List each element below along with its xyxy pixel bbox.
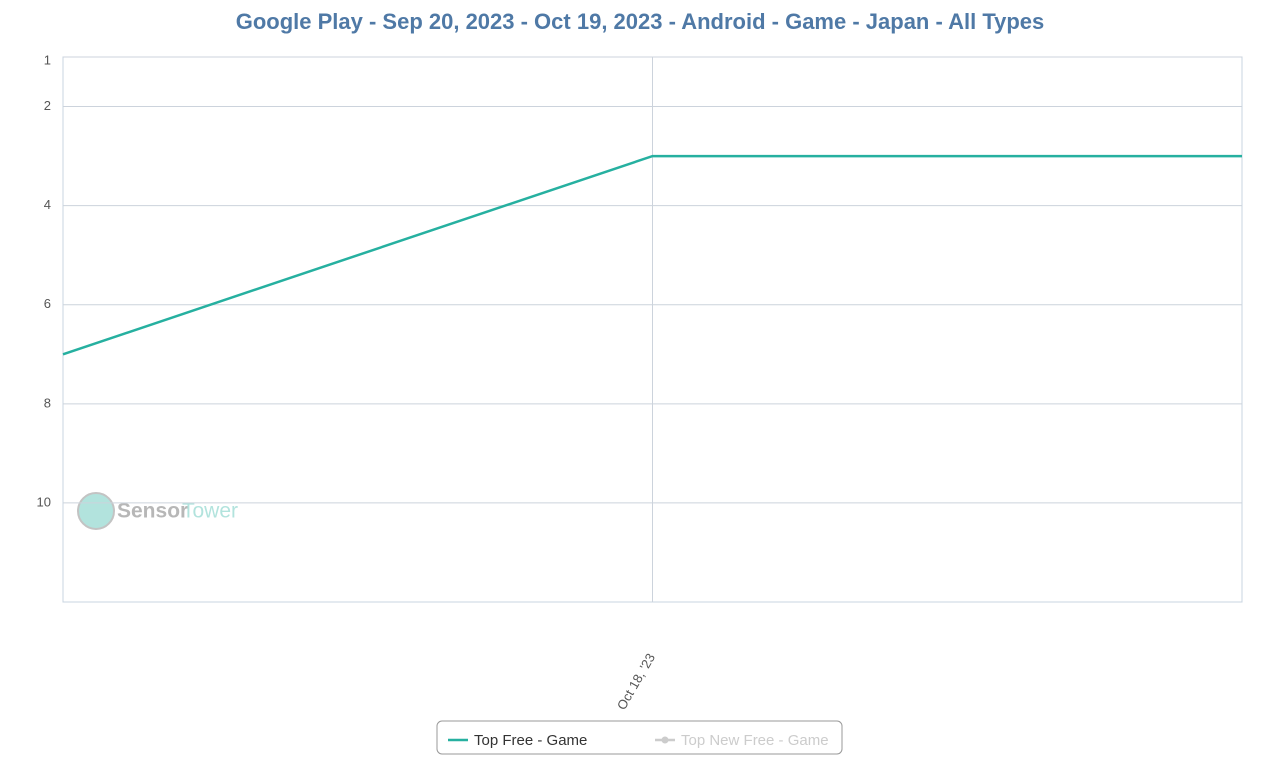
chart-title: Google Play - Sep 20, 2023 - Oct 19, 202… <box>236 9 1045 34</box>
y-tick-label: 4 <box>44 197 51 212</box>
line-series <box>62 154 1242 356</box>
legend-marker <box>661 736 669 744</box>
watermark-logo <box>77 492 115 530</box>
y-tick-label: 1 <box>44 52 51 67</box>
x-tick-label: Oct 18, '23 <box>614 651 658 713</box>
watermark-text: Sensor <box>117 500 188 523</box>
y-tick-label: 2 <box>44 98 51 113</box>
legend-label: Top New Free - Game <box>681 732 829 749</box>
y-tick-label: 8 <box>44 395 51 410</box>
y-tick-label: 6 <box>44 296 51 311</box>
legend-box <box>436 720 843 755</box>
legend-label: Top Free - Game <box>474 732 587 749</box>
watermark-text: Tower <box>182 500 238 523</box>
watermark: Sensor Tower <box>77 492 238 530</box>
y-tick-label: 10 <box>37 494 51 509</box>
